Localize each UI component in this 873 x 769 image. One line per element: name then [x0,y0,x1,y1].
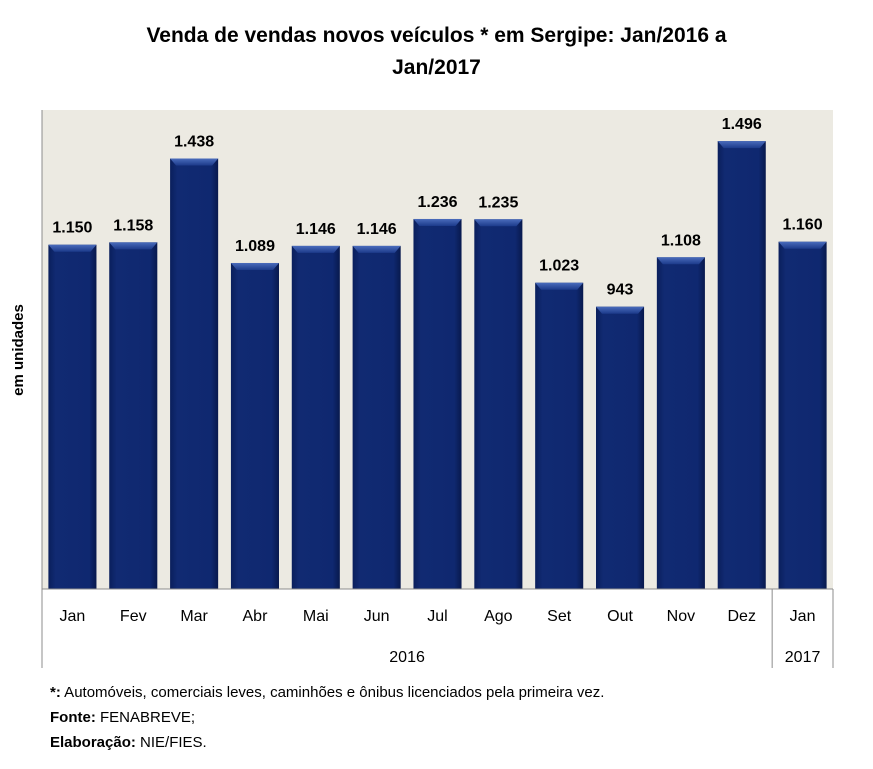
bar-4 [230,262,279,589]
bar-bevel [109,242,158,250]
footnote-elaboration-text: NIE/FIES. [135,734,207,751]
x-tick-label: Abr [243,608,269,625]
bar-body [656,257,705,589]
x-tick-label: Jan [60,608,86,625]
data-label: 1.236 [417,194,457,211]
bar-bevel [48,244,97,252]
bar-body [413,218,462,589]
bar-bevel [535,282,584,290]
data-label: 1.160 [783,217,823,234]
bar-body [535,282,584,589]
group-label-2016: 2016 [389,649,425,666]
bar-8 [474,219,523,589]
group-label-2017: 2017 [785,649,821,666]
bar-2 [109,242,158,590]
bar-bevel [778,241,827,249]
chart-title: Venda de vendas novos veículos * em Serg… [0,20,873,84]
x-tick-label: Dez [728,608,756,625]
bar-10 [596,306,645,589]
footnote-note-text: Automóveis, comerciais leves, caminhões … [60,684,605,701]
bar-bevel [717,141,766,149]
footnote-note: *: Automóveis, comerciais leves, caminhõ… [50,684,604,701]
bar-5 [291,245,340,589]
bar-bevel [230,262,279,270]
data-label: 1.158 [113,217,153,234]
bar-body [352,245,401,589]
footnote-elaboration-label: Elaboração: [50,734,136,751]
data-label: 1.108 [661,232,701,249]
data-label: 1.146 [296,221,336,238]
x-tick-label: Jan [790,608,816,625]
footnote-source-text: FENABREVE; [95,709,196,726]
chart-title-line-1: Venda de vendas novos veículos * em Serg… [146,24,727,47]
data-label: 1.235 [478,194,518,211]
bar-bevel [352,245,401,253]
bar-7 [413,218,462,589]
data-label: 1.146 [357,221,397,238]
x-tick-label: Mai [303,608,329,625]
bar-3 [170,158,219,589]
x-tick-label: Ago [484,608,513,625]
x-tick-label: Jul [427,608,447,625]
bar-11 [656,257,705,589]
bar-bevel [474,219,523,227]
bar-body [48,244,97,589]
chart-title-line-2: Jan/2017 [392,56,481,79]
data-label: 1.150 [52,220,92,237]
x-tick-label: Nov [667,608,695,625]
bar-body [717,141,766,589]
bar-body [109,242,158,590]
bar-body [230,262,279,589]
bar-12 [717,141,766,589]
bar-body [596,306,645,589]
bar-chart: 1.150 1.158 1.438 1.089 1.146 1.146 1.236 1.235… [41,110,834,668]
footnote-elaboration: Elaboração: NIE/FIES. [50,734,207,751]
bar-6 [352,245,401,589]
data-label: 1.023 [539,258,579,275]
bar-bevel [291,245,340,253]
bar-1 [48,244,97,589]
footnote-note-label: *: [50,684,61,701]
x-tick-label: Out [607,608,633,625]
x-tick-label: Set [547,608,572,625]
bar-body [778,241,827,589]
data-label: 1.496 [722,116,762,133]
bar-body [474,219,523,589]
x-tick-label: Mar [180,608,208,625]
footnote-source: Fonte: FENABREVE; [50,709,195,726]
data-label: 943 [607,282,634,299]
bar-9 [535,282,584,589]
bar-body [170,158,219,589]
bar-body [291,245,340,589]
data-label: 1.089 [235,238,275,255]
data-label: 1.438 [174,133,214,150]
bar-bevel [656,257,705,265]
bar-bevel [170,158,219,166]
bar-13 [778,241,827,589]
x-tick-label: Jun [364,608,390,625]
bar-bevel [596,306,645,314]
footnote-source-label: Fonte: [50,709,96,726]
bar-bevel [413,218,462,226]
x-tick-label: Fev [120,608,147,625]
